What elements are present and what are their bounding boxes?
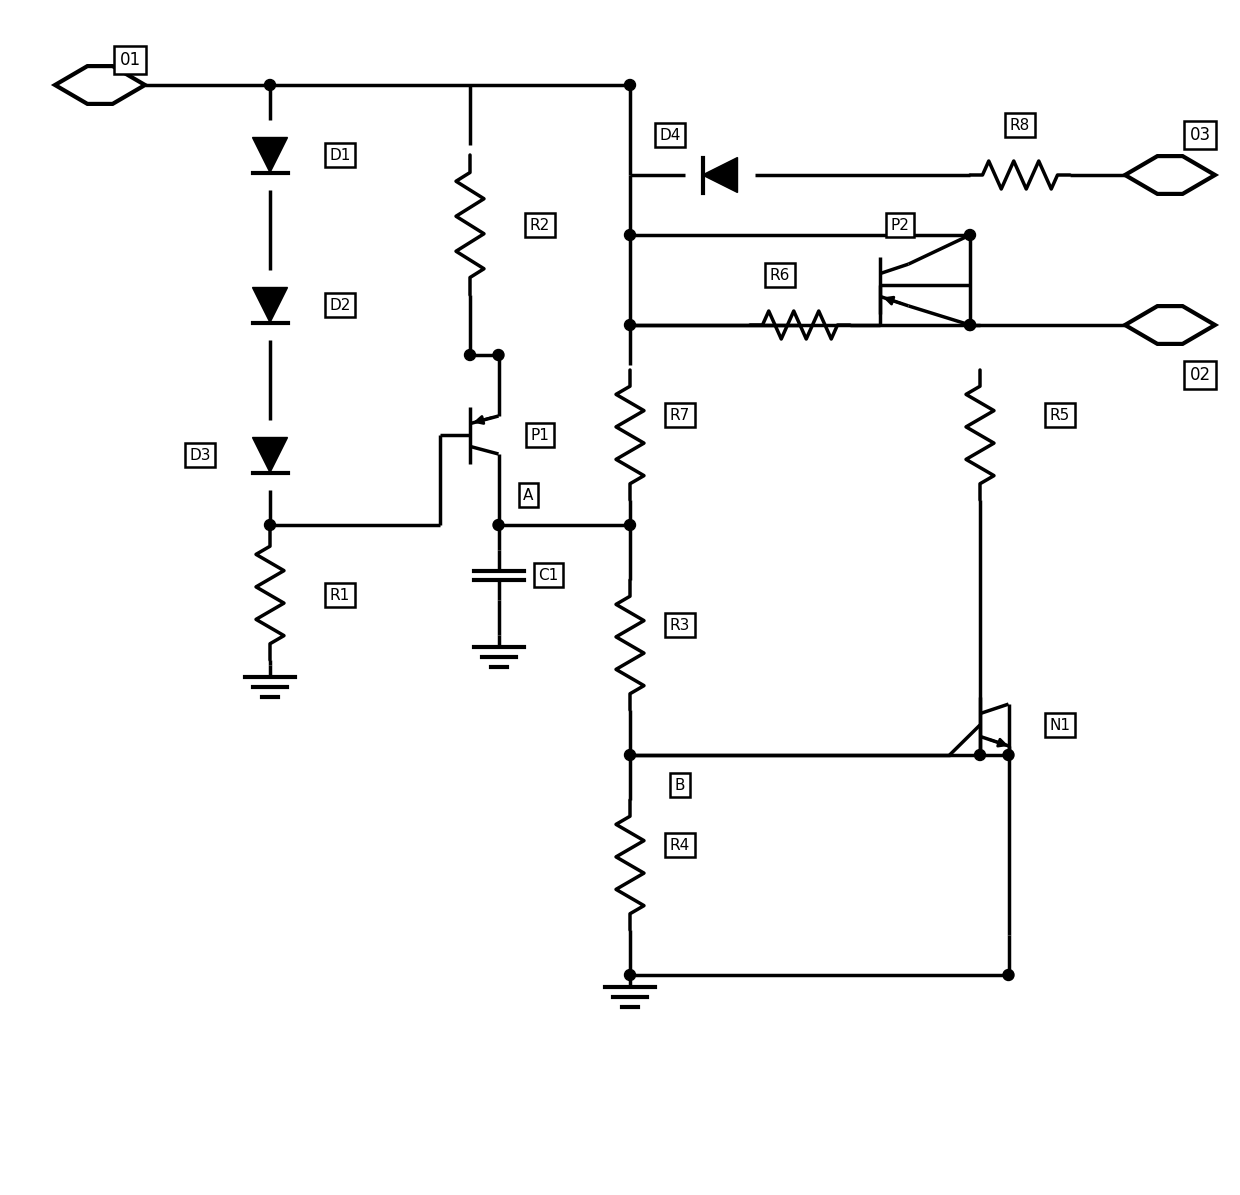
Text: R4: R4 [670, 838, 691, 852]
Circle shape [494, 349, 503, 361]
Polygon shape [1125, 157, 1215, 194]
Text: R5: R5 [1050, 407, 1070, 423]
Text: R6: R6 [770, 268, 790, 282]
Circle shape [1003, 969, 1014, 981]
Text: D2: D2 [330, 298, 351, 313]
Text: R8: R8 [1009, 117, 1030, 133]
Polygon shape [703, 158, 738, 192]
Text: B: B [675, 778, 686, 792]
Circle shape [625, 520, 635, 531]
Text: R3: R3 [670, 618, 691, 632]
Circle shape [625, 80, 635, 91]
Polygon shape [253, 437, 288, 472]
Text: R1: R1 [330, 588, 350, 602]
Text: 03: 03 [1189, 125, 1210, 145]
Text: D4: D4 [660, 128, 681, 142]
Circle shape [965, 229, 976, 240]
Circle shape [465, 349, 475, 361]
Text: 02: 02 [1189, 366, 1210, 384]
Circle shape [625, 319, 635, 331]
Polygon shape [55, 66, 145, 104]
Circle shape [1003, 749, 1014, 760]
Circle shape [625, 749, 635, 760]
Polygon shape [1125, 306, 1215, 344]
Text: P1: P1 [531, 428, 549, 442]
Circle shape [965, 319, 976, 331]
Text: R2: R2 [529, 217, 551, 233]
Circle shape [494, 520, 503, 531]
Circle shape [965, 319, 976, 331]
Circle shape [264, 80, 275, 91]
Text: D1: D1 [330, 147, 351, 163]
Polygon shape [253, 288, 288, 323]
Circle shape [625, 969, 635, 981]
Circle shape [975, 749, 986, 760]
Text: C1: C1 [538, 568, 559, 582]
Text: N1: N1 [1049, 717, 1070, 733]
Text: D3: D3 [190, 447, 211, 462]
Circle shape [264, 520, 275, 531]
Circle shape [625, 229, 635, 240]
Polygon shape [253, 137, 288, 172]
Text: A: A [523, 488, 533, 503]
Text: R7: R7 [670, 407, 691, 423]
Text: 01: 01 [119, 51, 140, 69]
Text: P2: P2 [890, 217, 909, 233]
